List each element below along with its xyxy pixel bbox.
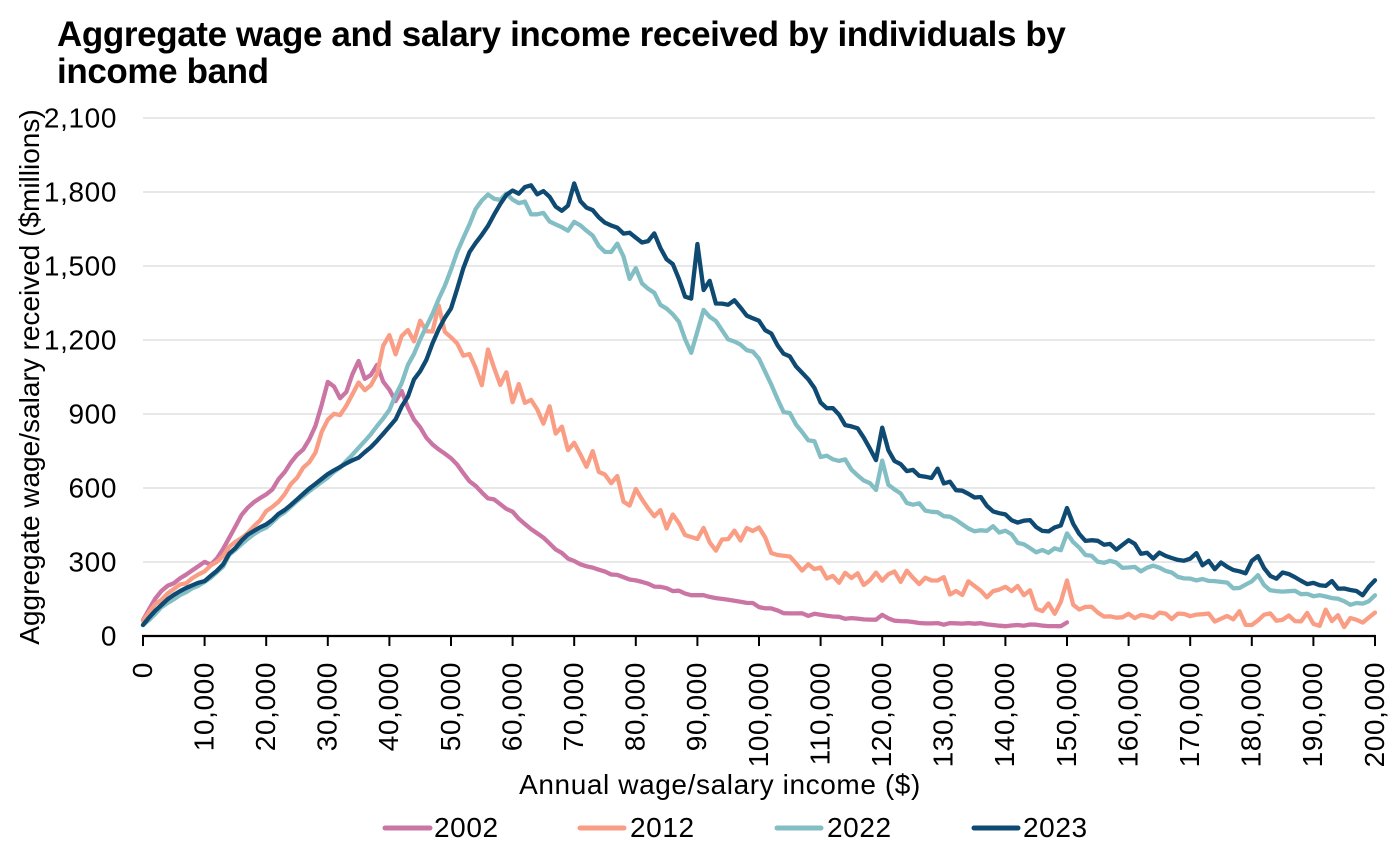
svg-text:110,000: 110,000	[804, 662, 835, 765]
svg-text:0: 0	[127, 662, 158, 678]
svg-text:1,200: 1,200	[44, 325, 117, 356]
svg-text:180,000: 180,000	[1236, 662, 1267, 767]
svg-text:2022: 2022	[827, 812, 892, 843]
svg-text:100,000: 100,000	[743, 662, 774, 767]
svg-text:300: 300	[68, 547, 117, 578]
svg-text:70,000: 70,000	[558, 662, 589, 751]
svg-text:50,000: 50,000	[435, 662, 466, 751]
svg-text:140,000: 140,000	[989, 662, 1020, 767]
svg-text:160,000: 160,000	[1112, 662, 1143, 767]
svg-text:170,000: 170,000	[1174, 662, 1205, 767]
svg-text:2,100: 2,100	[44, 103, 117, 134]
svg-text:10,000: 10,000	[188, 662, 219, 751]
svg-text:40,000: 40,000	[373, 662, 404, 751]
svg-text:120,000: 120,000	[866, 662, 897, 767]
svg-text:1,800: 1,800	[44, 177, 117, 208]
svg-text:Aggregate wage and salary inco: Aggregate wage and salary income receive…	[57, 15, 1066, 54]
svg-text:190,000: 190,000	[1297, 662, 1328, 767]
svg-text:600: 600	[68, 473, 117, 504]
svg-text:200,000: 200,000	[1359, 662, 1390, 767]
svg-text:Aggregate wage/salary received: Aggregate wage/salary received ($million…	[14, 109, 45, 644]
svg-text:900: 900	[68, 399, 117, 430]
svg-text:60,000: 60,000	[496, 662, 527, 751]
svg-text:150,000: 150,000	[1051, 662, 1082, 767]
svg-text:Annual wage/salary income ($): Annual wage/salary income ($)	[519, 769, 921, 800]
svg-text:1,500: 1,500	[44, 251, 117, 282]
svg-text:2002: 2002	[434, 812, 499, 843]
svg-text:30,000: 30,000	[312, 662, 343, 751]
svg-text:20,000: 20,000	[250, 662, 281, 751]
svg-text:80,000: 80,000	[620, 662, 651, 751]
svg-text:130,000: 130,000	[928, 662, 959, 767]
svg-text:2023: 2023	[1023, 812, 1088, 843]
svg-text:0: 0	[101, 621, 117, 652]
svg-text:2012: 2012	[630, 812, 695, 843]
svg-text:90,000: 90,000	[681, 662, 712, 751]
svg-text:income band: income band	[57, 52, 269, 91]
